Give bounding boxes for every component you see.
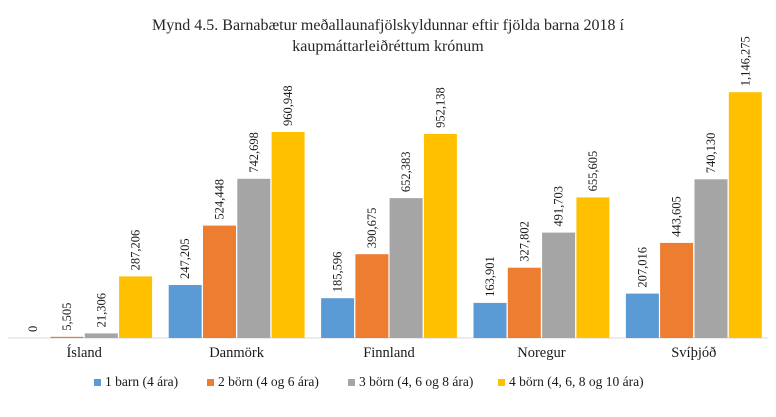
- data-label-danmörk-series-2: 524,448: [213, 179, 227, 220]
- bar-svíþjóð-series-1: [625, 293, 659, 338]
- data-label-ísland-series-1: 0: [26, 326, 40, 332]
- category-label-4: Noregur: [517, 345, 565, 361]
- data-labels-group: 0 5,505 21,306 287,206 247,205 524,448 742,698…: [26, 36, 752, 332]
- bar-danmörk-series-2: [203, 225, 236, 338]
- bar-finnland-series-1: [321, 298, 355, 338]
- bar-finnland-series-4: [423, 133, 457, 338]
- category-labels-group: Ísland Danmörk Finnland Noregur Svíþjóð: [66, 344, 716, 361]
- chart-title: Mynd 4.5. Barnabætur meðallaunafjölskyld…: [152, 17, 624, 55]
- data-label-noregur-series-1: 163,901: [483, 256, 497, 297]
- data-label-noregur-series-2: 327,802: [517, 221, 531, 262]
- bar-finnland-series-2: [355, 254, 389, 338]
- bar-ísland-series-2: [50, 336, 84, 338]
- data-label-finnland-series-4: 952,138: [433, 87, 447, 128]
- chart-title-line-1: Mynd 4.5. Barnabætur meðallaunafjölskyld…: [152, 17, 624, 34]
- data-label-ísland-series-2: 5,505: [60, 303, 74, 331]
- category-label-2: Danmörk: [209, 345, 265, 361]
- data-label-ísland-series-4: 287,206: [129, 230, 143, 271]
- bar-danmörk-series-1: [168, 285, 202, 338]
- bar-finnland-series-3: [389, 198, 423, 338]
- legend-label-3: 3 börn (4, 6 og 8 ára): [359, 374, 473, 389]
- bar-danmörk-series-3: [237, 178, 271, 338]
- legend-swatch-4: [498, 379, 505, 386]
- data-label-svíþjóð-series-3: 740,130: [704, 133, 718, 174]
- data-label-noregur-series-3: 491,703: [552, 186, 566, 227]
- data-label-finnland-series-1: 185,596: [331, 252, 345, 293]
- legend-swatch-1: [94, 379, 101, 386]
- bars-group: [50, 92, 762, 338]
- bar-svíþjóð-series-3: [694, 179, 728, 338]
- legend-swatch-3: [348, 379, 355, 386]
- bar-noregur-series-2: [507, 267, 541, 338]
- legend-label-2: 2 börn (4 og 6 ára): [218, 374, 319, 389]
- legend-label-4: 4 börn (4, 6, 8 og 10 ára): [509, 374, 644, 389]
- bar-noregur-series-4: [576, 197, 610, 338]
- data-label-svíþjóð-series-4: 1,146,275: [738, 36, 752, 86]
- data-label-finnland-series-3: 652,383: [399, 151, 413, 192]
- data-label-ísland-series-3: 21,306: [94, 293, 108, 327]
- legend-label-1: 1 barn (4 ára): [105, 374, 178, 389]
- chart-title-line-2: kaupmáttarleiðréttum krónum: [292, 38, 484, 55]
- data-label-danmörk-series-3: 742,698: [247, 132, 261, 173]
- category-label-1: Ísland: [66, 344, 102, 361]
- legend: 1 barn (4 ára) 2 börn (4 og 6 ára) 3 börn …: [94, 374, 644, 389]
- bar-noregur-series-1: [473, 302, 507, 338]
- category-label-3: Finnland: [363, 345, 415, 361]
- data-label-danmörk-series-1: 247,205: [178, 238, 192, 279]
- bar-danmörk-series-4: [271, 132, 305, 338]
- legend-swatch-2: [207, 379, 214, 386]
- bar-ísland-series-4: [119, 276, 153, 338]
- data-label-noregur-series-4: 655,605: [586, 151, 600, 192]
- bar-ísland-series-3: [84, 333, 118, 338]
- data-label-danmörk-series-4: 960,948: [281, 85, 295, 126]
- bar-svíþjóð-series-2: [660, 242, 694, 338]
- bar-noregur-series-3: [542, 232, 576, 338]
- category-label-5: Svíþjóð: [671, 345, 716, 361]
- data-label-svíþjóð-series-1: 207,016: [635, 247, 649, 288]
- bar-svíþjóð-series-4: [728, 92, 762, 338]
- data-label-svíþjóð-series-2: 443,605: [670, 196, 684, 237]
- data-label-finnland-series-2: 390,675: [365, 208, 379, 249]
